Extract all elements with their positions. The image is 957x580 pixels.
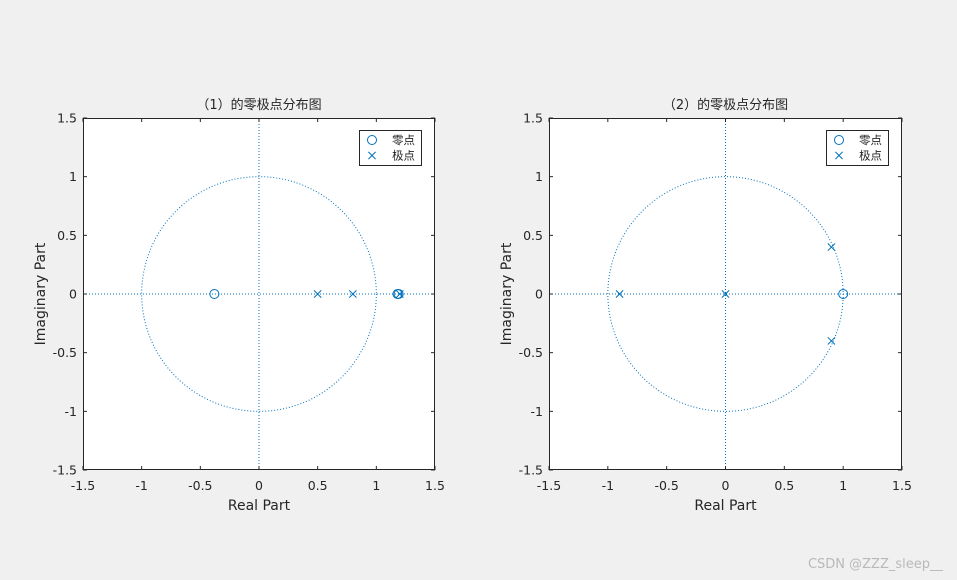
y-tick-label: -1.5 xyxy=(519,463,543,478)
x-tick-label: 1 xyxy=(372,478,380,493)
y-tick-label: 1.5 xyxy=(523,111,543,126)
y-tick-label: 1 xyxy=(535,169,543,184)
y-tick-label: -1 xyxy=(531,404,543,419)
legend-pole-stroke xyxy=(368,151,376,160)
x-tick-label: 0.5 xyxy=(774,478,794,493)
pole-marker xyxy=(615,290,624,298)
y-tick-label: -0.5 xyxy=(519,345,543,360)
x-tick-label: 1.5 xyxy=(892,478,912,493)
pole-stroke xyxy=(827,336,836,345)
x-tick-label: -1.5 xyxy=(537,478,561,493)
pole-stroke xyxy=(395,290,404,298)
zero-marker xyxy=(209,289,220,299)
plot-content xyxy=(83,118,435,470)
pole-marker xyxy=(827,243,836,252)
watermark: CSDN @ZZZ_sleep__ xyxy=(807,557,943,572)
plot-area xyxy=(83,118,435,470)
x-tick-label: 1.5 xyxy=(425,478,445,493)
subplot-1: -1.5 -1 -0.5 0 0.5 1 1.5 -1.5 -1 -0.5 0 0.5 1 1.5 （1）的… xyxy=(33,97,445,514)
pole-stroke xyxy=(827,243,836,252)
legend-label: 零点 xyxy=(392,133,415,147)
legend-label: 极点 xyxy=(392,149,415,163)
x-axis-label: Real Part xyxy=(694,498,757,514)
legend-pole-stroke xyxy=(835,151,843,160)
pole-stroke xyxy=(313,290,322,298)
y-tick-label: -0.5 xyxy=(53,345,77,360)
pole-marker xyxy=(313,290,322,298)
pole-marker xyxy=(348,290,357,298)
zero-marker xyxy=(393,289,404,299)
y-tick-label: 0 xyxy=(535,287,543,302)
legend-pole-icon xyxy=(835,151,843,160)
pole-marker xyxy=(395,290,404,298)
unit-circle xyxy=(141,176,377,412)
y-axis-label: Imaginary Part xyxy=(499,242,515,345)
x-tick-label: -0.5 xyxy=(654,478,678,493)
x-tick-label: -0.5 xyxy=(188,478,212,493)
x-tick-label: 1 xyxy=(839,478,847,493)
y-tick-label: 0.5 xyxy=(523,228,543,243)
y-tick-label: 1.5 xyxy=(57,111,77,126)
pole-stroke xyxy=(615,290,624,298)
plot-content xyxy=(549,118,902,470)
y-tick-label: -1.5 xyxy=(53,463,77,478)
x-axis-label: Real Part xyxy=(228,498,291,514)
pole-stroke xyxy=(721,290,730,298)
x-tick-label: 0 xyxy=(255,478,263,493)
pole-stroke xyxy=(348,290,357,298)
chart-title: （2）的零极点分布图 xyxy=(663,97,788,113)
x-tick-label: 0 xyxy=(722,478,730,493)
y-tick-label: 1 xyxy=(69,169,77,184)
y-tick-label: 0.5 xyxy=(57,228,77,243)
pole-marker xyxy=(827,336,836,345)
y-axis-label: Imaginary Part xyxy=(33,242,49,345)
subplot-2: -1.5 -1 -0.5 0 0.5 1 1.5 -1.5 -1 -0.5 0 0.5 1 1.5 （2）的… xyxy=(499,97,912,514)
legend-zero-icon xyxy=(834,135,844,145)
x-tick-label: -1 xyxy=(135,478,147,493)
pole-marker xyxy=(721,290,730,298)
y-tick-label: -1 xyxy=(65,404,77,419)
legend-pole-icon xyxy=(368,151,376,160)
x-tick-label: 0.5 xyxy=(308,478,328,493)
unit-circle xyxy=(607,176,844,412)
x-tick-label: -1 xyxy=(602,478,614,493)
x-tick-label: -1.5 xyxy=(71,478,95,493)
y-tick-label: 0 xyxy=(69,287,77,302)
legend-label: 零点 xyxy=(859,133,882,147)
chart-title: （1）的零极点分布图 xyxy=(196,97,321,113)
zero-marker xyxy=(838,289,849,299)
legend-label: 极点 xyxy=(859,149,882,163)
legend-zero-icon xyxy=(367,135,377,145)
